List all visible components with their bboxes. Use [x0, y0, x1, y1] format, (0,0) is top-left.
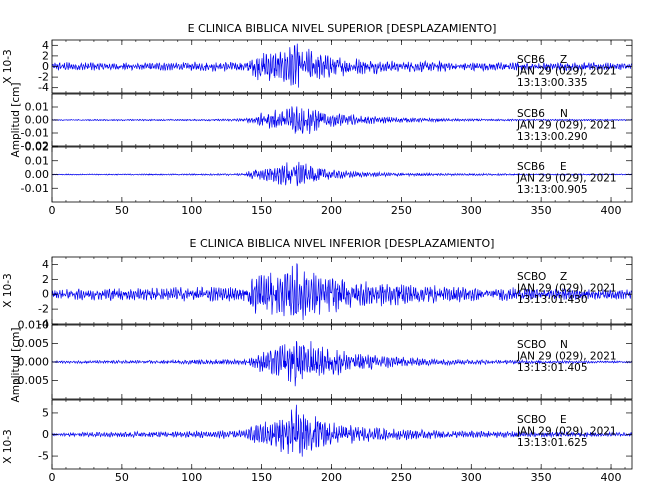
y-tick-label: 0.010 [18, 319, 50, 332]
date-label: JAN 29 (029), 2021 [516, 66, 617, 78]
y-axis-label: Amplitud [cm] [10, 328, 22, 403]
time-label: 13:13:00.905 [517, 184, 588, 196]
x-tick-label: 300 [461, 471, 482, 484]
x-tick-label: 100 [181, 204, 202, 217]
y-tick-label: -2 [38, 303, 49, 316]
y-tick-label: 2 [42, 49, 49, 62]
time-label: 13:13:01.405 [517, 362, 588, 374]
component-label: E [560, 161, 567, 173]
y-tick-label: -0.005 [14, 374, 49, 387]
waveform-trace [51, 340, 633, 387]
scale-factor-label: X 10-3 [2, 49, 14, 83]
station-label: SCBO [517, 271, 546, 283]
station-label: SCBO [517, 414, 546, 426]
y-tick-label: -0.01 [21, 182, 49, 195]
waveform-trace [51, 43, 633, 88]
x-tick-label: 200 [321, 204, 342, 217]
time-label: 13:13:00.335 [517, 77, 588, 89]
component-label: N [560, 339, 568, 351]
time-label: 13:13:00.290 [517, 131, 588, 143]
x-tick-label: 400 [601, 471, 622, 484]
y-tick-label: -0.01 [21, 127, 49, 140]
x-tick-label: 350 [531, 204, 552, 217]
station-label: SCB6 [517, 54, 545, 66]
x-tick-label: 300 [461, 204, 482, 217]
x-tick-label: 150 [251, 471, 272, 484]
scale-factor-label: X 10-3 [2, 273, 14, 307]
y-tick-label: -4 [38, 81, 49, 94]
component-label: E [560, 414, 567, 426]
y-tick-label: 5 [42, 406, 49, 419]
y-tick-label: 0.00 [25, 168, 50, 181]
scale-factor-label: X 10-3 [2, 429, 14, 463]
station-label: SCB6 [517, 108, 545, 120]
x-tick-label: 250 [391, 204, 412, 217]
station-label: SCBO [517, 339, 546, 351]
x-tick-label: 50 [115, 471, 129, 484]
waveform-trace [51, 263, 633, 321]
y-axis-label: Amplitud [cm] [10, 83, 22, 158]
waveform-trace [51, 404, 633, 457]
y-tick-label: 2 [42, 273, 49, 286]
y-tick-label: 4 [42, 258, 49, 271]
component-label: N [560, 108, 568, 120]
y-tick-label: 0.005 [18, 337, 50, 350]
component-label: Z [560, 271, 567, 283]
date-label: JAN 29 (029), 2021 [516, 426, 617, 438]
date-label: JAN 29 (029), 2021 [516, 120, 617, 132]
y-tick-label: 0 [42, 60, 49, 73]
y-tick-label: 0.000 [18, 356, 50, 369]
x-tick-label: 400 [601, 204, 622, 217]
y-tick-label: 0.00 [25, 114, 50, 127]
y-tick-label: 0.01 [25, 154, 50, 167]
y-tick-label: 4 [42, 39, 49, 52]
x-tick-label: 0 [49, 471, 56, 484]
date-label: JAN 29 (029), 2021 [516, 173, 617, 185]
time-label: 13:13:01.625 [517, 437, 588, 449]
top-figure-title: E CLINICA BIBLICA NIVEL SUPERIOR [DESPLA… [188, 22, 497, 35]
y-tick-label: 0.01 [25, 101, 50, 114]
y-tick-label: -2 [38, 71, 49, 84]
date-label: JAN 29 (029), 2021 [516, 283, 617, 295]
y-tick-label: 0.02 [25, 141, 50, 154]
x-tick-label: 100 [181, 471, 202, 484]
waveform-trace [51, 106, 633, 135]
date-label: JAN 29 (029), 2021 [516, 351, 617, 363]
x-tick-label: 250 [391, 471, 412, 484]
time-label: 13:13:01.430 [517, 294, 588, 306]
x-tick-label: 200 [321, 471, 342, 484]
y-tick-label: -0.02 [21, 140, 49, 153]
component-label: Z [560, 54, 567, 66]
x-tick-label: 0 [49, 204, 56, 217]
panel-frame [51, 256, 633, 325]
station-label: SCB6 [517, 161, 545, 173]
y-tick-label: -4 [38, 318, 49, 331]
bottom-figure-title: E CLINICA BIBLICA NIVEL INFERIOR [DESPLA… [190, 237, 495, 250]
y-tick-label: 0 [42, 288, 49, 301]
y-tick-label: -5 [38, 450, 49, 463]
x-tick-label: 350 [531, 471, 552, 484]
x-tick-label: 50 [115, 204, 129, 217]
waveform-trace [51, 161, 633, 187]
y-tick-label: 0 [42, 428, 49, 441]
x-tick-label: 150 [251, 204, 272, 217]
